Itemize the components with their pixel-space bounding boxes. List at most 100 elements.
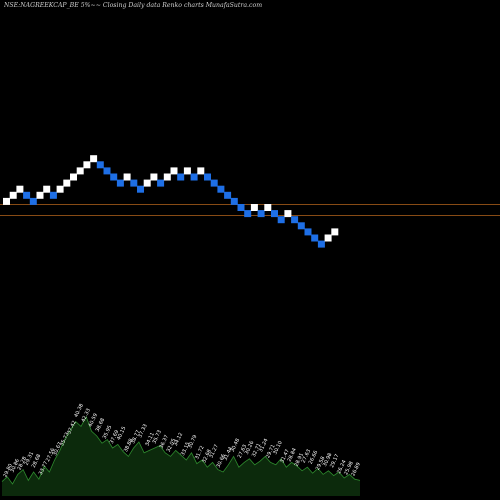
renko-brick-up: [16, 185, 24, 193]
renko-brick-down: [317, 240, 325, 248]
volume-value-label: 34.12: [173, 432, 184, 448]
renko-brick-up: [3, 197, 10, 205]
volume-value-label: 31.27: [208, 444, 219, 460]
renko-brick-down: [103, 167, 111, 175]
volume-value-label: 27.63: [237, 444, 248, 460]
volume-value-label: 28.91: [294, 452, 305, 468]
volume-value-label: 37.33: [137, 423, 148, 439]
renko-brick-up: [197, 167, 205, 175]
volume-value-label: 35.73: [59, 432, 70, 448]
renko-brick-up: [56, 185, 64, 193]
volume-value-label: 30.48: [230, 438, 241, 454]
renko-brick-down: [204, 173, 211, 181]
renko-brick-up: [250, 204, 258, 211]
volume-value-label: 27.56: [45, 447, 56, 463]
volume-value-label: 32.05: [166, 438, 177, 454]
renko-brick-down: [244, 210, 252, 218]
volume-value-label: 31.72: [194, 445, 205, 461]
renko-brick-down: [157, 179, 165, 187]
volume-value-label: 32.68: [201, 449, 212, 465]
volume-value-label: 29.71: [265, 444, 276, 460]
renko-brick-down: [277, 216, 285, 224]
volume-value-label: 30.10: [272, 440, 283, 456]
chart-title: NSE:NAGREEKCAP_BE 5%~~ Closing Daily dat…: [4, 2, 263, 9]
volume-value-label: 31.44: [223, 446, 234, 462]
renko-brick-up: [123, 173, 131, 181]
renko-brick-up: [163, 173, 171, 181]
renko-brick-up: [36, 191, 44, 199]
volume-value-label: 30.79: [187, 434, 198, 450]
volume-value-label: 38.77: [130, 429, 141, 445]
volume-value-label: 35.73: [151, 429, 162, 445]
volume-value-label: 37.42: [66, 420, 77, 436]
volume-value-label: 28.84: [286, 447, 297, 463]
renko-brick-down: [110, 173, 118, 181]
renko-bricks: [3, 155, 339, 248]
renko-brick-down: [96, 161, 104, 169]
volume-value-label: 33.77: [38, 461, 49, 477]
renko-brick-down: [190, 173, 198, 181]
volume-value-label: 26.89: [350, 462, 361, 478]
renko-brick-down: [311, 234, 319, 242]
renko-brick-up: [143, 179, 151, 187]
renko-brick-down: [177, 173, 185, 181]
volume-value-label: 29.58: [315, 456, 326, 472]
renko-brick-up: [183, 167, 191, 175]
volume-value-label: 29.17: [329, 453, 340, 469]
volume-value-label: 30.86: [9, 458, 20, 474]
renko-brick-up: [90, 155, 98, 163]
renko-brick-down: [257, 210, 265, 218]
renko-brick-down: [217, 185, 225, 193]
renko-brick-up: [70, 173, 77, 181]
renko-brick-up: [150, 173, 158, 181]
renko-brick-up: [324, 234, 332, 242]
renko-brick-up: [43, 185, 51, 193]
volume-value-label: 28.68: [31, 453, 42, 469]
renko-brick-up: [63, 179, 71, 187]
renko-brick-up: [331, 228, 339, 236]
volume-value-label: 36.37: [159, 434, 170, 450]
renko-brick-up: [76, 167, 84, 175]
renko-brick-down: [304, 228, 312, 236]
volume-value-label: 40.15: [116, 426, 127, 442]
volume-value-label: 35.95: [102, 425, 113, 441]
volume-area: [2, 416, 360, 496]
renko-brick-up: [284, 210, 292, 218]
volume-value-label: 31.24: [258, 438, 269, 454]
volume-value-label: 40.38: [73, 403, 84, 419]
renko-brick-down: [291, 216, 299, 224]
renko-brick-down: [29, 197, 37, 205]
renko-brick-up: [83, 161, 91, 169]
renko-brick-down: [271, 210, 278, 218]
renko-brick-down: [297, 222, 305, 230]
volume-panel: 29.8030.8628.2829.3128.6833.7727.5630.67…: [1, 403, 362, 496]
volume-value-label: 37.69: [109, 429, 120, 445]
renko-brick-down: [230, 197, 238, 205]
volume-value-label: 29.31: [24, 451, 35, 467]
volume-value-label: 33.15: [180, 441, 191, 457]
volume-value-label: 30.66: [215, 453, 226, 469]
volume-value-label: 38.68: [95, 417, 106, 433]
volume-value-label: 30.67: [52, 441, 63, 457]
renko-brick-down: [210, 179, 218, 187]
renko-brick-up: [264, 204, 272, 211]
volume-value-label: 30.26: [244, 440, 255, 456]
renko-brick-down: [224, 191, 232, 199]
renko-brick-down: [23, 191, 31, 199]
volume-value-label: 34.11: [144, 432, 155, 448]
volume-value-label: 27.63: [301, 449, 312, 465]
volume-value-label: 38.88: [123, 438, 134, 454]
renko-brick-up: [9, 191, 17, 199]
renko-brick-down: [130, 179, 138, 187]
volume-value-label: 40.59: [88, 413, 99, 429]
renko-brick-up: [170, 167, 178, 175]
volume-value-label: 29.80: [2, 463, 13, 479]
volume-line: [1, 415, 361, 485]
volume-value-label: 31.47: [279, 449, 290, 465]
volume-value-label: 26.66: [308, 450, 319, 466]
volume-value-label: 30.98: [322, 452, 333, 468]
renko-brick-down: [49, 191, 57, 199]
renko-brick-down: [116, 179, 124, 187]
volume-value-label: 25.98: [343, 461, 354, 477]
